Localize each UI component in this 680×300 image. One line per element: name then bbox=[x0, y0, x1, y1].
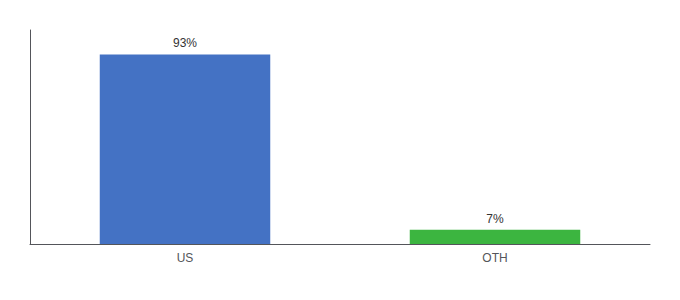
svg-text:OTH: OTH bbox=[482, 251, 507, 265]
svg-text:7%: 7% bbox=[486, 212, 504, 226]
svg-text:93%: 93% bbox=[173, 36, 197, 50]
svg-text:US: US bbox=[177, 251, 194, 265]
